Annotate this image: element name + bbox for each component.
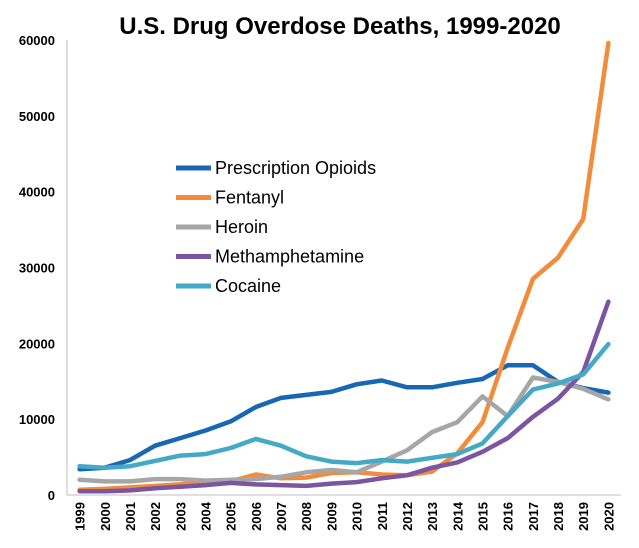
series-line-methamphetamine	[77, 299, 611, 494]
x-tick-label: 2012	[400, 502, 415, 531]
x-tick-label: 2017	[526, 502, 541, 531]
y-tick-label: 0	[48, 488, 55, 503]
x-tick-label: 2011	[375, 502, 390, 530]
chart-title: U.S. Drug Overdose Deaths, 1999-2020	[119, 13, 561, 40]
legend-label-heroin: Heroin	[215, 217, 268, 237]
x-tick-label: 2009	[324, 502, 339, 531]
y-tick-label: 30000	[19, 261, 55, 276]
x-tick-label: 2001	[123, 502, 138, 531]
series-line-heroin	[77, 375, 611, 484]
legend-label-methamphetamine: Methamphetamine	[215, 247, 364, 267]
legend: Prescription Opioids Fentanyl Heroin Metham…	[176, 158, 376, 296]
x-tick-label: 2010	[350, 502, 365, 531]
x-tick-label: 2004	[199, 501, 214, 531]
y-tick-labels: 0 10000 20000 30000 40000 50000 60000	[19, 33, 55, 503]
y-tick-label: 50000	[19, 109, 55, 124]
x-tick-label: 2015	[476, 502, 491, 531]
x-tick-label: 2016	[501, 502, 516, 531]
x-tick-label: 2020	[601, 502, 616, 531]
legend-label-prescription-opioids: Prescription Opioids	[215, 158, 376, 178]
x-tick-label: 2005	[224, 502, 239, 531]
x-tick-label: 2013	[425, 502, 440, 531]
y-tick-label: 20000	[19, 336, 55, 351]
x-tick-label: 2014	[450, 501, 465, 531]
y-tick-label: 40000	[19, 185, 55, 200]
x-tick-label: 2007	[274, 502, 289, 531]
y-tick-label: 60000	[19, 33, 55, 48]
x-tick-label: 2008	[299, 502, 314, 531]
x-tick-label: 2019	[576, 502, 591, 531]
x-tick-label: 2018	[551, 502, 566, 531]
x-tick-labels: 1999 2000 2001 2002 2003 2004 2005 2006 2007 2008…	[73, 501, 617, 531]
x-tick-label: 2000	[98, 502, 113, 531]
x-tick-label: 2006	[249, 502, 264, 531]
y-tick-label: 10000	[19, 412, 55, 427]
series-lines	[77, 40, 611, 494]
legend-label-fentanyl: Fentanyl	[215, 188, 284, 208]
x-tick-label: 2003	[173, 502, 188, 531]
legend-label-cocaine: Cocaine	[215, 276, 281, 296]
series-line-cocaine	[77, 341, 611, 470]
x-tick-label: 2002	[148, 502, 163, 531]
series-line-prescription-opioids	[77, 363, 611, 472]
x-tick-label: 1999	[73, 502, 88, 531]
